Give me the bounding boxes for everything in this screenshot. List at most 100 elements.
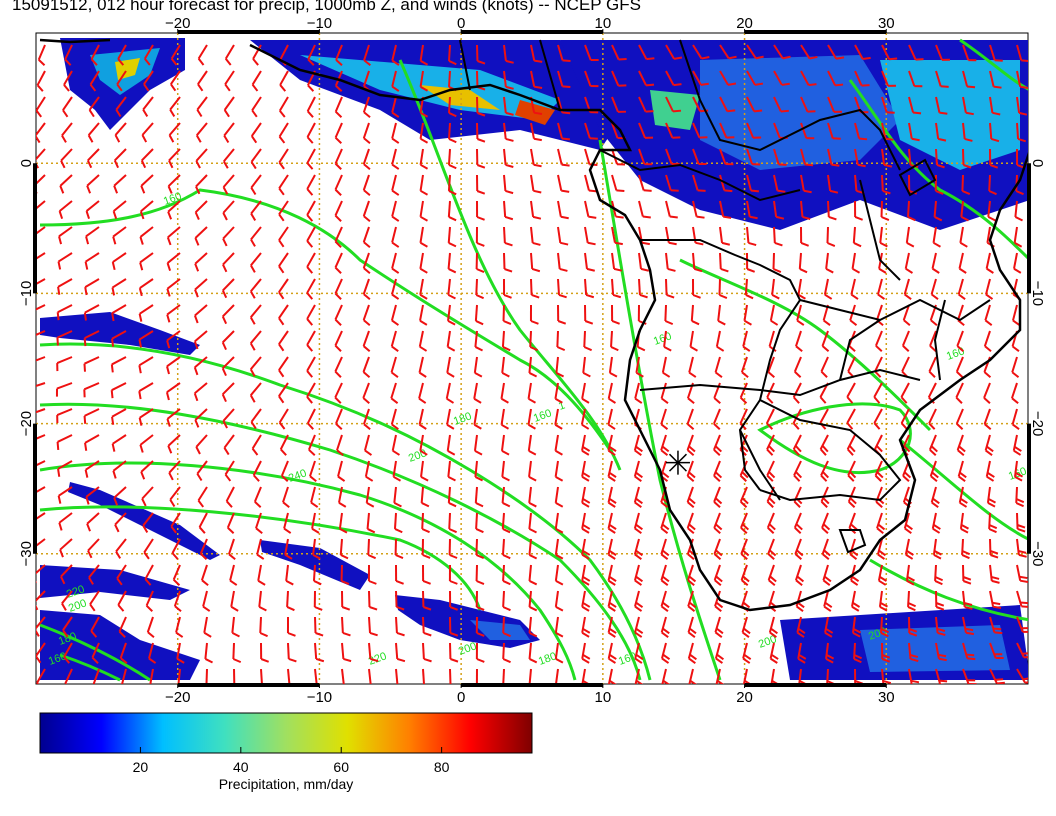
wind-barb [474, 330, 484, 352]
wind-barb [986, 486, 996, 508]
wind-barb [850, 590, 861, 612]
wind-barb [798, 252, 808, 274]
wind-barb [313, 590, 323, 611]
wind-barb [36, 304, 46, 311]
wind-barb [611, 278, 622, 299]
wind-barb [92, 668, 100, 684]
contour-label: 1 [557, 399, 567, 412]
wind-barb [664, 304, 674, 326]
wind-barb [530, 70, 543, 89]
wind-barb [983, 330, 992, 353]
wind-barb [362, 148, 371, 171]
wind-barb [393, 486, 402, 508]
wind-barb [36, 356, 46, 362]
wind-barb [635, 356, 644, 378]
wind-barb [251, 70, 262, 92]
wind-barb [36, 278, 46, 286]
wind-barb [148, 642, 157, 664]
wind-barb [660, 408, 669, 430]
wind-barb [448, 122, 457, 144]
wind-barb [117, 590, 127, 612]
wind-barb [222, 200, 235, 221]
contour-line [679, 258, 932, 432]
wind-barb [259, 616, 268, 638]
wind-barb [90, 44, 100, 66]
wind-barb [224, 44, 235, 66]
wind-barb [1016, 122, 1026, 143]
wind-barb [393, 512, 403, 534]
wind-barb [611, 304, 620, 325]
wind-barb [846, 408, 856, 430]
wind-barb [195, 148, 208, 169]
wind-barb [366, 512, 376, 534]
wind-barb [113, 174, 127, 194]
wind-barb [314, 642, 325, 663]
wind-barb [249, 356, 262, 377]
wind-barb [167, 200, 181, 220]
wind-barb [850, 564, 860, 586]
wind-barb [138, 304, 154, 322]
wind-barb [607, 382, 616, 404]
wind-barb [528, 668, 532, 684]
wind-barb [822, 564, 832, 586]
wind-barb [530, 252, 541, 273]
wind-barb [719, 200, 732, 219]
wind-barb [827, 122, 841, 140]
wind-barb [874, 460, 884, 482]
wind-barb [660, 434, 670, 456]
wind-barb [362, 122, 371, 145]
wind-barb [793, 460, 803, 482]
wind-barb [692, 122, 708, 139]
wind-barb [854, 148, 866, 168]
border [539, 39, 561, 111]
wind-barb [363, 434, 373, 456]
wind-barb [138, 330, 154, 348]
wind-barb [529, 330, 538, 352]
lon-tick-top: 20 [736, 15, 753, 32]
wind-barb [447, 304, 456, 326]
wind-barb [528, 486, 537, 508]
wind-barb [83, 330, 100, 347]
wind-barb [584, 278, 595, 299]
wind-barb [448, 538, 458, 559]
wind-barb [581, 616, 591, 638]
wind-barb [476, 148, 486, 169]
wind-barb [62, 96, 73, 118]
wind-barb [340, 564, 350, 585]
wind-barb [391, 278, 400, 300]
precip-core [880, 60, 1020, 170]
wind-barb [1016, 590, 1028, 608]
wind-barb [421, 512, 430, 534]
colorbar: 20 40 60 80 [39, 712, 533, 775]
wind-barb [713, 434, 723, 456]
wind-barb [139, 434, 154, 453]
wind-barb [501, 538, 511, 560]
wind-barb [989, 642, 1004, 659]
wind-barb [390, 304, 400, 326]
border [679, 39, 901, 171]
wind-barb [112, 460, 127, 479]
wind-barb [87, 122, 100, 143]
wind-barb [660, 538, 670, 560]
wind-barb [607, 642, 617, 664]
wind-barb [1016, 70, 1028, 89]
colorbar-tick-label: 40 [233, 759, 249, 775]
wind-barb [638, 148, 653, 166]
wind-barb [800, 70, 817, 87]
wind-barb [367, 564, 377, 585]
wind-barb [984, 304, 993, 326]
wind-barb [713, 538, 723, 561]
wind-barb [338, 486, 347, 508]
wind-barb [446, 356, 455, 378]
wind-barb [36, 642, 46, 664]
wind-barb [194, 200, 208, 220]
wind-barb [742, 642, 752, 664]
wind-barb [989, 70, 1002, 89]
wind-barb [395, 668, 399, 684]
wind-barb [278, 382, 289, 404]
wind-barb [961, 174, 971, 196]
wind-barb [800, 44, 818, 60]
wind-barb [688, 356, 697, 378]
colorbar-label: Precipitation, mm/day [218, 776, 354, 792]
wind-barb [530, 226, 541, 246]
